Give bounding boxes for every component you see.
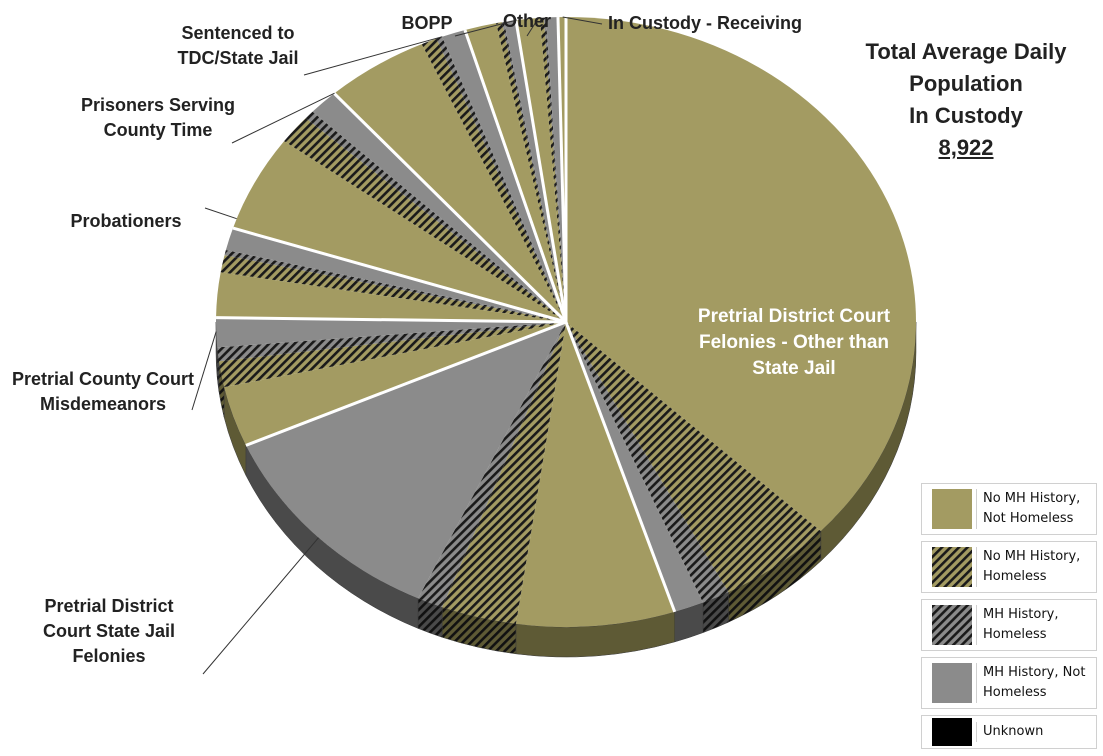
legend-swatch-hatch-gray [932,605,972,645]
category-label-bopp: BOPP [401,13,452,33]
leader-line-prisoners-serving-county-time [231,92,335,144]
slice-pretrial-district-court-felonies-other-than-state-jail-mh-not-homeless [566,322,703,612]
separator-bopp [463,29,568,323]
slice-other-mh-not-homeless [545,17,566,323]
slice-bopp-mh-not-homeless [504,20,566,322]
pie-depth [215,321,917,658]
leader-line-sentenced-to-tdc-state-jail [303,36,443,76]
total-block: Total Average Daily Population In Custod… [826,36,1103,164]
category-label-pretrial-district-court-state-jail-felonies: Pretrial District Court State Jail Felonie… [43,596,175,666]
leader-line-pretrial-district-court-state-jail-felonies [202,537,319,675]
slice-probationers-no-mh-homeless [220,255,567,322]
slice-pretrial-county-court-misdemeanors-mh-not-homeless [215,317,566,348]
slice-probationers-no-mh-not-homeless [216,272,566,322]
category-label-pretrial-county-court-misdemeanors: Pretrial County Court Misdemeanors [12,369,194,414]
slice-prisoners-serving-county-time-mh-not-homeless [312,93,566,322]
category-label-pretrial-district-court-felonies-other-than-state-jail: Pretrial District Court Felonies - Other … [698,306,891,379]
legend-swatch-solid-gray [932,663,972,703]
separator-sentenced-to-tdc-state-jail [333,92,568,324]
leader-line-other [526,17,539,37]
slice-prisoners-serving-county-time-no-mh-not-homeless [233,141,566,322]
leader-line-in-custody-receiving [562,16,603,25]
slice-pretrial-county-court-misdemeanors-no-mh-not-homeless [224,322,566,446]
category-label-in-custody-receiving: In Custody - Receiving [608,13,802,33]
leader-lines [191,16,603,675]
slice-pretrial-district-court-state-jail-felonies-no-mh-not-homeless [515,322,675,627]
legend-label: No MH History, Not Homeless [976,489,1080,529]
category-label-other: Other [503,11,551,31]
slice-pretrial-district-court-state-jail-felonies-no-mh-homeless [442,322,566,624]
leader-line-bopp [454,19,517,37]
separator-other [514,19,568,323]
legend: No MH History, Not Homeless No MH Histor… [921,483,1097,755]
slice-pretrial-county-court-misdemeanors-mh-homeless [217,322,567,362]
legend-label: Unknown [976,722,1043,742]
total-value: 8,922 [938,135,994,160]
slice-prisoners-serving-county-time-no-mh-homeless [284,118,566,322]
legend-item: MH History, Not Homeless [921,657,1097,709]
pie-slices [215,17,916,627]
separator-prisoners-serving-county-time [232,226,567,324]
legend-swatch-solid-black [932,718,972,746]
slice-pretrial-district-court-state-jail-felonies-mh-homeless [418,322,566,608]
slice-prisoners-serving-county-time-mh-homeless [305,111,566,322]
chart-title: Total Average Daily Population In Custod… [865,39,1067,128]
category-labels: Pretrial District Court Felonies - Other … [12,11,891,666]
separator-probationers [216,316,567,324]
slice-pretrial-district-court-felonies-other-than-state-jail-no-mh-homeless [566,322,821,593]
slice-other-mh-homeless [543,17,566,322]
slice-pretrial-county-court-misdemeanors-no-mh-homeless [218,322,566,388]
separator-pretrial-district-court-state-jail-felonies [564,321,677,613]
legend-swatch-solid-olive [932,489,972,529]
legend-item: MH History, Homeless [921,599,1097,651]
category-separators [216,17,677,613]
slice-pretrial-district-court-felonies-other-than-state-jail-no-mh-not-homeless [566,17,916,532]
category-label-probationers: Probationers [70,211,181,231]
slice-bopp-mh-homeless [502,21,566,322]
slice-pretrial-district-court-felonies-other-than-state-jail-mh-homeless [566,322,729,603]
slice-sentenced-to-tdc-state-jail-no-mh-homeless [421,38,566,322]
slice-bopp-no-mh-homeless [496,22,566,322]
slice-other-no-mh-homeless [539,17,566,323]
leader-line-pretrial-county-court-misdemeanors [191,331,217,411]
slice-sentenced-to-tdc-state-jail-no-mh-not-homeless [334,44,566,322]
category-label-prisoners-serving-county-time: Prisoners Serving County Time [81,95,235,140]
legend-swatch-hatch-olive [932,547,972,587]
slice-sentenced-to-tdc-state-jail-mh-homeless [436,36,566,322]
legend-label: MH History, Homeless [976,605,1059,645]
slice-probationers-mh-homeless [224,249,566,322]
leader-line-probationers [204,207,237,220]
slice-sentenced-to-tdc-state-jail-mh-not-homeless [442,29,566,322]
separator-pretrial-county-court-misdemeanors [245,320,567,447]
category-label-sentenced-to-tdc-state-jail: Sentenced to TDC/State Jail [177,23,298,68]
legend-item: No MH History, Not Homeless [921,483,1097,535]
legend-label: MH History, Not Homeless [976,663,1085,703]
separator-in-custody-receiving [556,17,568,323]
legend-item: No MH History, Homeless [921,541,1097,593]
legend-item: Unknown [921,715,1097,749]
slice-pretrial-district-court-state-jail-felonies-mh-not-homeless [245,322,566,599]
legend-label: No MH History, Homeless [976,547,1080,587]
